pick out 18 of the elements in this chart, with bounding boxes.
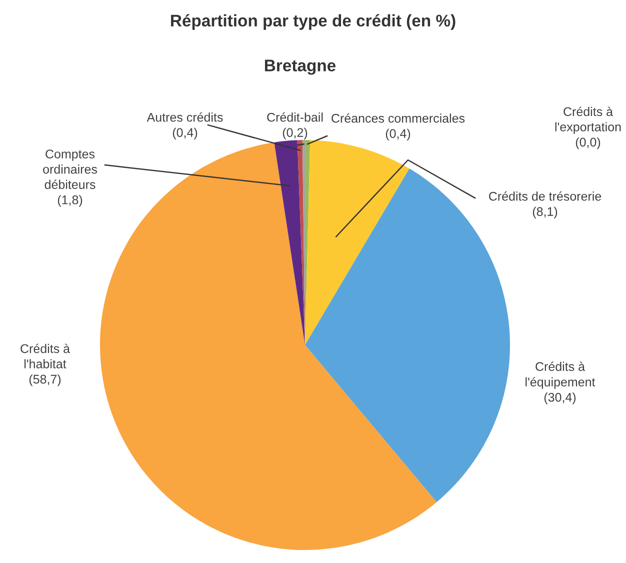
data-label: (8,1) <box>532 206 558 218</box>
slice-label: Autres crédits <box>146 112 223 122</box>
slice-label: Crédits de trésorerie <box>489 191 602 201</box>
chart-title: Répartition par type de crédit (en %) <box>171 14 456 30</box>
data-label: (1,8) <box>58 195 82 207</box>
slice-label: Créances commerciales <box>332 113 465 123</box>
slice-label: Comptes ordinaires débiteurs <box>43 150 97 189</box>
chart-subtitle: Bretagne <box>264 60 336 75</box>
data-label: (30,4) <box>544 392 576 404</box>
data-label: (0,4) <box>386 128 410 140</box>
slice-label: Crédit-bail <box>267 112 323 122</box>
slice-label: Crédits à l'équipement <box>526 362 596 389</box>
data-label: (0,2) <box>282 128 308 140</box>
category-label: Crédits à l'exportation <box>555 106 621 134</box>
slice-label: Crédits à l'habitat <box>20 344 70 368</box>
text: (0,0) <box>576 137 600 150</box>
data-label: (0,4) <box>172 128 198 140</box>
data-label: (58,7) <box>29 374 61 386</box>
